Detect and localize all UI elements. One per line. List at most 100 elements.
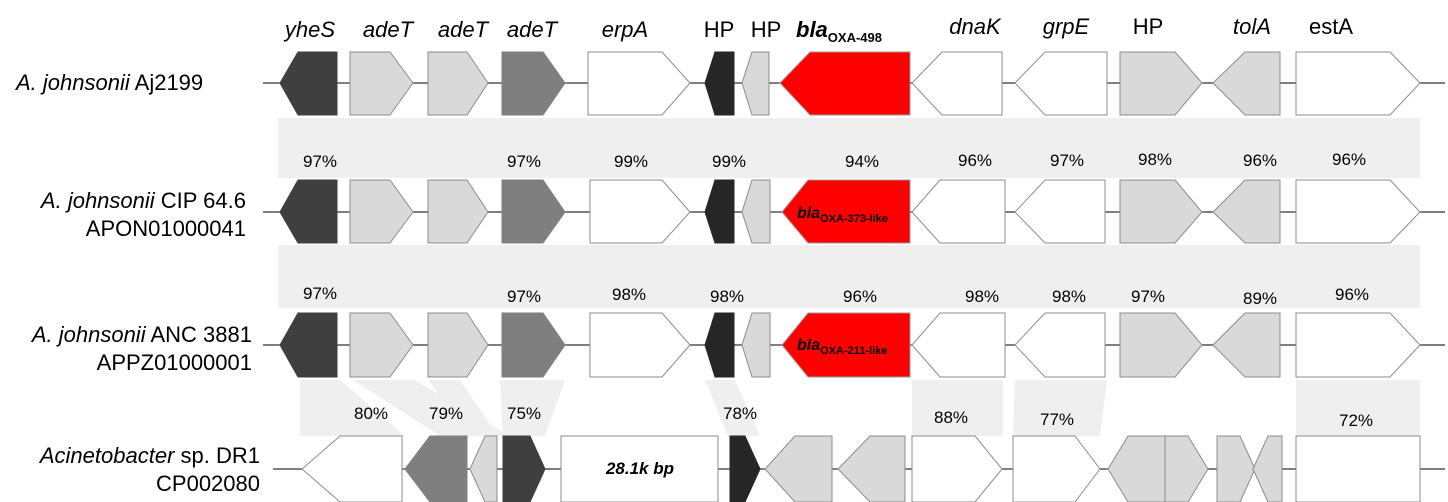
gene-row-1 (279, 51, 1421, 116)
identity-label: 98% (1052, 287, 1086, 306)
gene-name-tola: tolA (1233, 14, 1271, 39)
homology-shading (278, 118, 1420, 436)
gene-name-adet-2: adeT (438, 17, 490, 42)
gene-hp-black (704, 312, 735, 378)
gene-name-adet-3: adeT (507, 17, 559, 42)
bla-main: bla (796, 17, 828, 42)
gene-name-bla-oxa-498: blaOXA-498 (796, 17, 882, 45)
strain-labels: A. johnsonii Aj2199 A. johnsonii CIP 64.… (14, 70, 260, 496)
identity-label: 97% (303, 284, 337, 303)
gene-name-dnak: dnaK (949, 14, 1002, 39)
gene-tola (1212, 312, 1281, 378)
gene-name-erpa: erpA (602, 17, 648, 42)
gene-bla-oxa-211-like (781, 312, 911, 378)
bla-sub: OXA-498 (828, 30, 882, 45)
gene-light-homolog-2 (837, 435, 906, 502)
identity-label: 96% (1243, 151, 1277, 170)
identity-label: 98% (965, 287, 999, 306)
gene-tola-homolog-1 (1216, 435, 1256, 502)
identity-label: 99% (712, 152, 746, 171)
gene-name-hp-2: HP (751, 17, 782, 42)
identity-row2: 97% 97% 99% 99% 94% 96% 97% 98% 96% 96% (303, 150, 1366, 171)
gene-erpa (587, 51, 691, 116)
identity-label: 98% (710, 287, 744, 306)
gene-erpa (589, 179, 691, 244)
gene-row-3 (279, 312, 1421, 378)
gene-grpe (1014, 179, 1106, 244)
identity-label: 88% (934, 408, 968, 427)
identity-label: 75% (507, 404, 541, 423)
gene-dnak (911, 179, 1006, 244)
gene-adet-1 (349, 312, 414, 378)
gene-hp-light (741, 51, 770, 116)
bla-label-row3: blaOXA-211-like (797, 337, 887, 357)
gene-hp-light (741, 179, 771, 244)
gene-hp-black (704, 179, 735, 244)
gene-dnak-homolog (911, 435, 1003, 502)
gene-hp-homolog-2 (1164, 435, 1209, 502)
identity-row4: 80% 79% 75% 78% 88% 77% 72% (354, 404, 1373, 430)
gene-esta (1295, 312, 1421, 378)
identity-label: 78% (723, 404, 757, 423)
gene-tola-homolog-2 (1252, 435, 1283, 502)
identity-label: 97% (1050, 151, 1084, 170)
gene-row-2 (279, 179, 1421, 244)
identity-label: 80% (354, 404, 388, 423)
strain-accession-3: APPZ01000001 (97, 350, 252, 375)
gene-hp-3 (1119, 179, 1203, 244)
identity-label: 98% (612, 285, 646, 304)
gene-names: yheS adeT adeT adeT erpA HP HP blaOXA-49… (283, 14, 1353, 45)
gene-hp-3 (1119, 312, 1203, 378)
insert-label: 28.1k bp (605, 459, 674, 478)
gene-hp-3 (1119, 51, 1203, 116)
identity-label: 99% (614, 152, 648, 171)
identity-label: 89% (1243, 289, 1277, 308)
identity-label: 77% (1040, 410, 1074, 429)
bla-variant-labels: blaOXA-373-like blaOXA-211-like 28.1k bp (605, 205, 888, 478)
identity-row3: 97% 97% 98% 98% 96% 98% 98% 97% 89% 96% (303, 284, 1369, 308)
gene-esta (1295, 51, 1421, 116)
gene-erpa (589, 312, 691, 378)
gene-adet-2 (427, 179, 489, 244)
bla-label-row2: blaOXA-373-like (797, 205, 888, 225)
gene-bla-oxa-373-like (781, 179, 911, 244)
identity-label: 97% (303, 152, 337, 171)
gene-name-hp-1: HP (704, 17, 735, 42)
gene-tola (1212, 51, 1281, 116)
gene-dnak (911, 51, 1003, 116)
gene-hp-light (741, 312, 771, 378)
identity-label: 79% (429, 404, 463, 423)
gene-yhes (279, 179, 338, 244)
gene-adet-2 (427, 312, 489, 378)
gene-yhes-homolog (502, 435, 546, 502)
gene-adet-1 (349, 51, 414, 116)
gene-adet-3 (501, 179, 566, 244)
gene-name-adet-1: adeT (363, 17, 415, 42)
gene-adet-1 (349, 179, 414, 244)
strain-label-4: Acinetobacter sp. DR1 (38, 443, 260, 468)
gene-dnak (911, 312, 1006, 378)
gene-row-4 (301, 435, 1421, 502)
strain-accession-4: CP002080 (156, 471, 260, 496)
gene-adet-light-homolog (469, 435, 498, 502)
identity-label: 94% (845, 152, 879, 171)
identity-label: 72% (1339, 411, 1373, 430)
gene-hp-homolog-1 (1107, 435, 1166, 502)
identity-label: 97% (507, 152, 541, 171)
strain-label-3: A. johnsonii ANC 3881 (30, 322, 252, 347)
identity-label: 96% (1332, 150, 1366, 169)
identity-label: 96% (1335, 285, 1369, 304)
gene-esta (1295, 179, 1421, 244)
gene-grpe (1014, 312, 1106, 378)
gene-esta-homolog (1295, 435, 1421, 502)
gene-name-grpe: grpE (1043, 14, 1090, 39)
gene-name-yhes: yheS (283, 17, 335, 42)
gene-adet-2 (427, 51, 489, 116)
gene-grpe-homolog (1012, 435, 1101, 502)
strain-label-2: A. johnsonii CIP 64.6 (39, 188, 246, 213)
identity-label: 96% (843, 287, 877, 306)
gene-yhes (279, 312, 338, 378)
gene-adet-3 (501, 51, 566, 116)
gene-estA-homolog (301, 435, 403, 502)
